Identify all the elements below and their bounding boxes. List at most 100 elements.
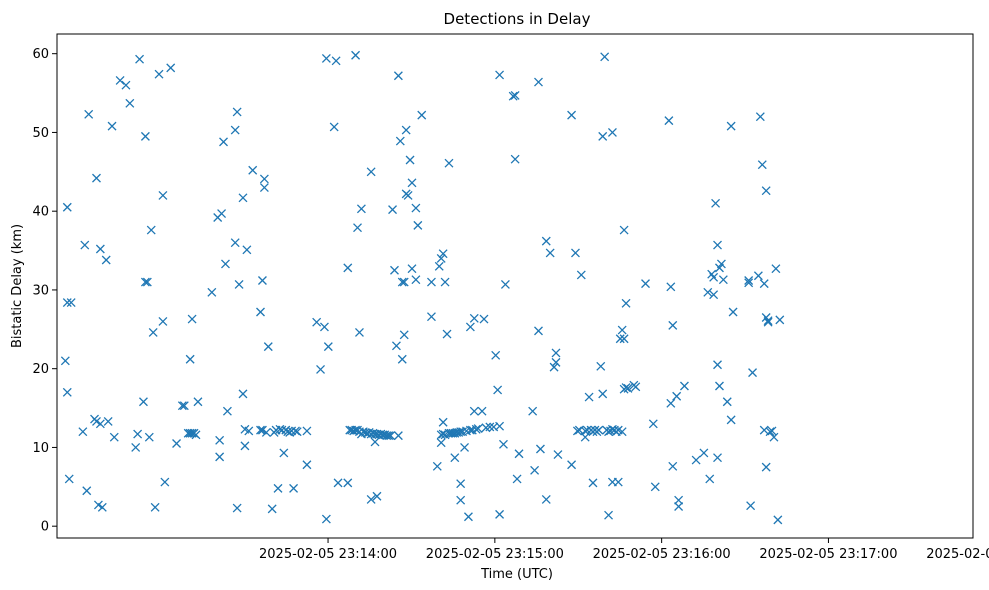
data-point (493, 385, 503, 395)
data-point-stroke (257, 276, 267, 285)
data-point (256, 307, 265, 317)
data-point (399, 277, 409, 287)
data-point (541, 236, 551, 246)
data-point-stroke (471, 424, 481, 434)
data-point-stroke (248, 165, 258, 175)
data-point (360, 428, 370, 437)
data-point (230, 238, 240, 248)
data-point (238, 193, 248, 203)
data-point-stroke (571, 248, 580, 258)
data-point (142, 277, 152, 287)
data-point-stroke (92, 416, 101, 426)
data-point-stroke (465, 322, 475, 332)
data-point (744, 276, 754, 285)
data-point-stroke (221, 259, 230, 269)
data-point-stroke (146, 225, 156, 235)
data-point-stroke (92, 173, 101, 183)
data-point (668, 320, 678, 330)
data-point-stroke (691, 455, 701, 465)
data-point (312, 317, 322, 327)
data-point (427, 312, 436, 322)
data-point-stroke (535, 444, 545, 454)
data-point (333, 478, 343, 488)
data-point (390, 265, 399, 275)
data-point-stroke (746, 501, 756, 511)
data-point-stroke (650, 482, 660, 492)
x-axis: 2025-02-05 23:14:00 2025-02-05 23:15:00 20… (259, 538, 989, 562)
data-point-stroke (438, 417, 448, 427)
data-point (582, 425, 592, 435)
data-point (158, 316, 168, 326)
data-point-stroke (757, 160, 767, 170)
data-point (331, 56, 341, 66)
data-point-stroke (773, 515, 783, 525)
y-tick-label: 30 (32, 283, 49, 298)
data-point (769, 432, 779, 442)
data-point-stroke (604, 510, 614, 520)
data-point (495, 509, 505, 519)
data-point (753, 271, 763, 281)
data-point (469, 313, 479, 323)
data-point (353, 223, 362, 233)
data-point-stroke (456, 479, 466, 489)
data-point (399, 330, 409, 340)
data-point-stroke (115, 76, 125, 85)
data-point (259, 174, 269, 184)
x-tick-label: 2025-02-05 23:18:00 (926, 547, 989, 562)
data-point (584, 392, 594, 402)
data-point-stroke (60, 356, 70, 366)
data-point (510, 154, 520, 164)
data-point (703, 287, 713, 297)
data-point (80, 240, 90, 250)
data-point-stroke (240, 441, 250, 451)
data-point-stroke (763, 317, 773, 327)
data-point (405, 155, 415, 165)
data-point (185, 428, 195, 438)
data-point (716, 259, 726, 269)
data-point-stroke (138, 397, 148, 407)
data-point-stroke (133, 429, 143, 439)
data-point-stroke (485, 422, 495, 432)
data-point (442, 329, 452, 339)
data-point-stroke (376, 429, 386, 439)
data-point (607, 477, 617, 487)
data-point-stroke (177, 401, 187, 411)
data-point (495, 421, 505, 431)
data-point-stroke (232, 107, 242, 117)
data-point-stroke (619, 334, 629, 344)
data-point-stroke (545, 248, 555, 258)
data-point-stroke (219, 137, 228, 147)
data-point-stroke (668, 461, 678, 471)
data-point-stroke (703, 287, 713, 297)
data-point (144, 432, 154, 442)
data-point-stroke (604, 427, 614, 437)
data-point (263, 342, 273, 352)
data-point (567, 110, 577, 120)
data-point (499, 439, 508, 449)
data-point-stroke (259, 183, 269, 193)
data-point-stroke (319, 322, 329, 332)
data-point-stroke (672, 391, 682, 401)
data-point-stroke (267, 504, 277, 514)
data-point-stroke (709, 272, 719, 282)
data-point-stroke (761, 313, 771, 322)
data-point (273, 483, 283, 493)
data-point-stroke (761, 186, 771, 196)
data-point-stroke (148, 328, 158, 337)
data-point-stroke (469, 313, 479, 323)
data-point (576, 270, 586, 280)
data-point-stroke (382, 431, 392, 441)
data-point-stroke (438, 429, 448, 439)
data-point (222, 406, 232, 416)
data-point-stroke (125, 98, 135, 108)
data-point-stroke (417, 110, 427, 120)
data-point (384, 431, 394, 441)
plot-area (60, 50, 785, 525)
data-point (215, 452, 225, 462)
data-point (78, 427, 88, 437)
data-point-stroke (615, 334, 625, 344)
data-point (726, 121, 736, 131)
data-point-stroke (679, 381, 689, 391)
data-point (713, 240, 722, 250)
